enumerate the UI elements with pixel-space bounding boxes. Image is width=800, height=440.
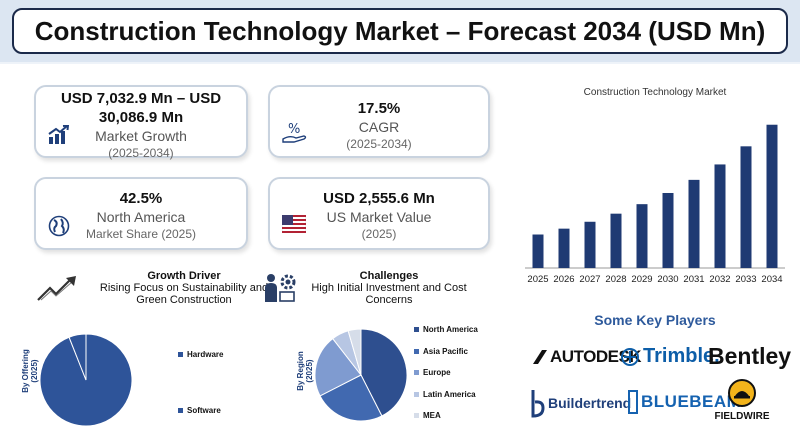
bar-2034 xyxy=(766,124,778,268)
legend-item-latin-america: Latin America xyxy=(414,390,476,399)
legend-item-europe: Europe xyxy=(414,368,451,377)
trimble-logo-text: Trimble. xyxy=(643,345,720,367)
market-growth-label: Market Growth xyxy=(95,128,187,144)
bar-2032 xyxy=(714,164,726,268)
bar-2026 xyxy=(558,228,570,268)
bar-2033 xyxy=(740,146,752,268)
us-market-label: US Market Value xyxy=(326,209,432,225)
x-tick-label: 2029 xyxy=(631,274,652,285)
us-flag-icon xyxy=(282,215,306,233)
trimble-logo: Trimble. xyxy=(620,345,720,368)
bar-chart-title: Construction Technology Market xyxy=(583,87,727,98)
bar-2028 xyxy=(610,213,622,268)
legend-item-hardware: Hardware xyxy=(178,350,223,359)
pie-slice-software xyxy=(68,333,87,381)
north-america-sub: Market Share (2025) xyxy=(85,227,197,241)
cagr-card: % 17.5% CAGR (2025-2034) xyxy=(268,85,490,158)
percent-hand-icon: % xyxy=(282,122,307,143)
x-tick-label: 2028 xyxy=(605,274,626,285)
legend-swatch xyxy=(414,413,419,418)
challenges: Challenges High Initial Investment and C… xyxy=(304,270,474,306)
worker-gear-icon xyxy=(265,274,296,302)
cagr-value: 17.5% xyxy=(357,100,401,117)
bar-2031 xyxy=(688,179,700,268)
legend-label: North America xyxy=(423,325,478,334)
growth-driver-text: Rising Focus on Sustainability and Green… xyxy=(99,282,269,306)
bluebeam-logo-text: BLUEBEAM xyxy=(641,392,742,411)
legend-item-software: Software xyxy=(178,406,221,415)
autodesk-logo-text: AUTODESK xyxy=(550,347,642,366)
bar-2029 xyxy=(636,204,648,268)
bentley-logo: Bentley xyxy=(708,343,791,370)
legend-label: Asia Pacific xyxy=(423,346,468,356)
legend-label: Software xyxy=(187,406,221,415)
north-america-card: 42.5% North America Market Share (2025) xyxy=(34,177,248,250)
legend-label: Hardware xyxy=(187,350,224,359)
region-pie-chart xyxy=(314,328,408,422)
us-market-sub: (2025) xyxy=(361,227,397,241)
legend-swatch xyxy=(414,391,419,397)
legend-swatch xyxy=(414,370,419,375)
pie-slice-north-america xyxy=(360,328,408,417)
x-tick-label: 2027 xyxy=(579,274,600,285)
us-market-value: USD 2,555.6 Mn xyxy=(323,190,435,207)
challenges-title: Challenges xyxy=(359,270,419,282)
pie1-axis-label: By Offering (2025) xyxy=(21,349,39,393)
legend-label: Latin America xyxy=(423,389,476,399)
legend-label: MEA xyxy=(423,411,441,420)
bar-chart-arrow-icon xyxy=(48,125,70,144)
us-market-card: USD 2,555.6 Mn US Market Value (2025) xyxy=(268,177,490,250)
buildertrend-logo: Buildertrend xyxy=(531,388,631,418)
north-america-label: North America xyxy=(96,209,186,225)
x-tick-label: 2033 xyxy=(735,274,756,285)
trend-arrow-icon xyxy=(37,276,76,301)
legend-item-asia-pacific: Asia Pacific xyxy=(414,347,468,356)
bar-2030 xyxy=(662,192,674,268)
cagr-sub: (2025-2034) xyxy=(346,137,412,151)
market-bar-chart: 2025 2026 2027 2028 2029 2030 2031 2032 2033 2034 xyxy=(525,124,785,285)
growth-driver-title: Growth Driver xyxy=(147,270,221,282)
fieldwire-logo-text: FIELDWIRE xyxy=(714,411,770,422)
legend-swatch xyxy=(178,352,183,357)
fieldwire-logo: FIELDWIRE xyxy=(713,378,771,422)
cagr-label: CAGR xyxy=(358,119,400,135)
pie-slice-europe xyxy=(314,337,362,397)
legend-label: Europe xyxy=(423,368,451,377)
legend-item-mea: MEA xyxy=(414,411,441,420)
pie2-axis-label: By Region (2025) xyxy=(296,351,314,391)
autodesk-logo: AUTODESK xyxy=(533,347,642,367)
challenges-text: High Initial Investment and Cost Concern… xyxy=(311,282,467,306)
offering-pie-chart xyxy=(40,333,132,427)
x-tick-label: 2026 xyxy=(553,274,574,285)
bar-2025 xyxy=(532,234,544,268)
legend-item-north-america: North America xyxy=(414,325,478,334)
x-tick-label: 2031 xyxy=(683,274,704,285)
x-tick-label: 2032 xyxy=(709,274,730,285)
bluebeam-logo: BLUEBEAM xyxy=(628,390,741,414)
x-tick-label: 2025 xyxy=(527,274,548,285)
market-growth-value: USD 7,032.9 Mn – USD 30,086.9 Mn xyxy=(60,90,222,126)
bar-2027 xyxy=(584,221,596,268)
legend-swatch xyxy=(414,348,419,354)
north-america-value: 42.5% xyxy=(119,190,163,207)
key-players-title: Some Key Players xyxy=(594,312,716,328)
svg-text:%: % xyxy=(288,122,300,137)
growth-driver: Growth Driver Rising Focus on Sustainabi… xyxy=(84,270,284,306)
globe-icon xyxy=(48,215,70,237)
x-tick-label: 2030 xyxy=(657,274,678,285)
market-growth-sub: (2025-2034) xyxy=(108,146,174,160)
market-growth-card: USD 7,032.9 Mn – USD 30,086.9 Mn Market … xyxy=(34,85,248,160)
page-title: Construction Technology Market – Forecas… xyxy=(12,8,788,54)
legend-swatch xyxy=(414,327,419,332)
legend-swatch xyxy=(178,408,183,413)
pie-slice-mea xyxy=(347,328,362,376)
x-tick-label: 2034 xyxy=(761,274,782,285)
bentley-logo-text: Bentley xyxy=(708,343,792,369)
buildertrend-logo-text: Buildertrend xyxy=(548,395,632,411)
pie-slice-asia-pacific xyxy=(319,374,383,422)
